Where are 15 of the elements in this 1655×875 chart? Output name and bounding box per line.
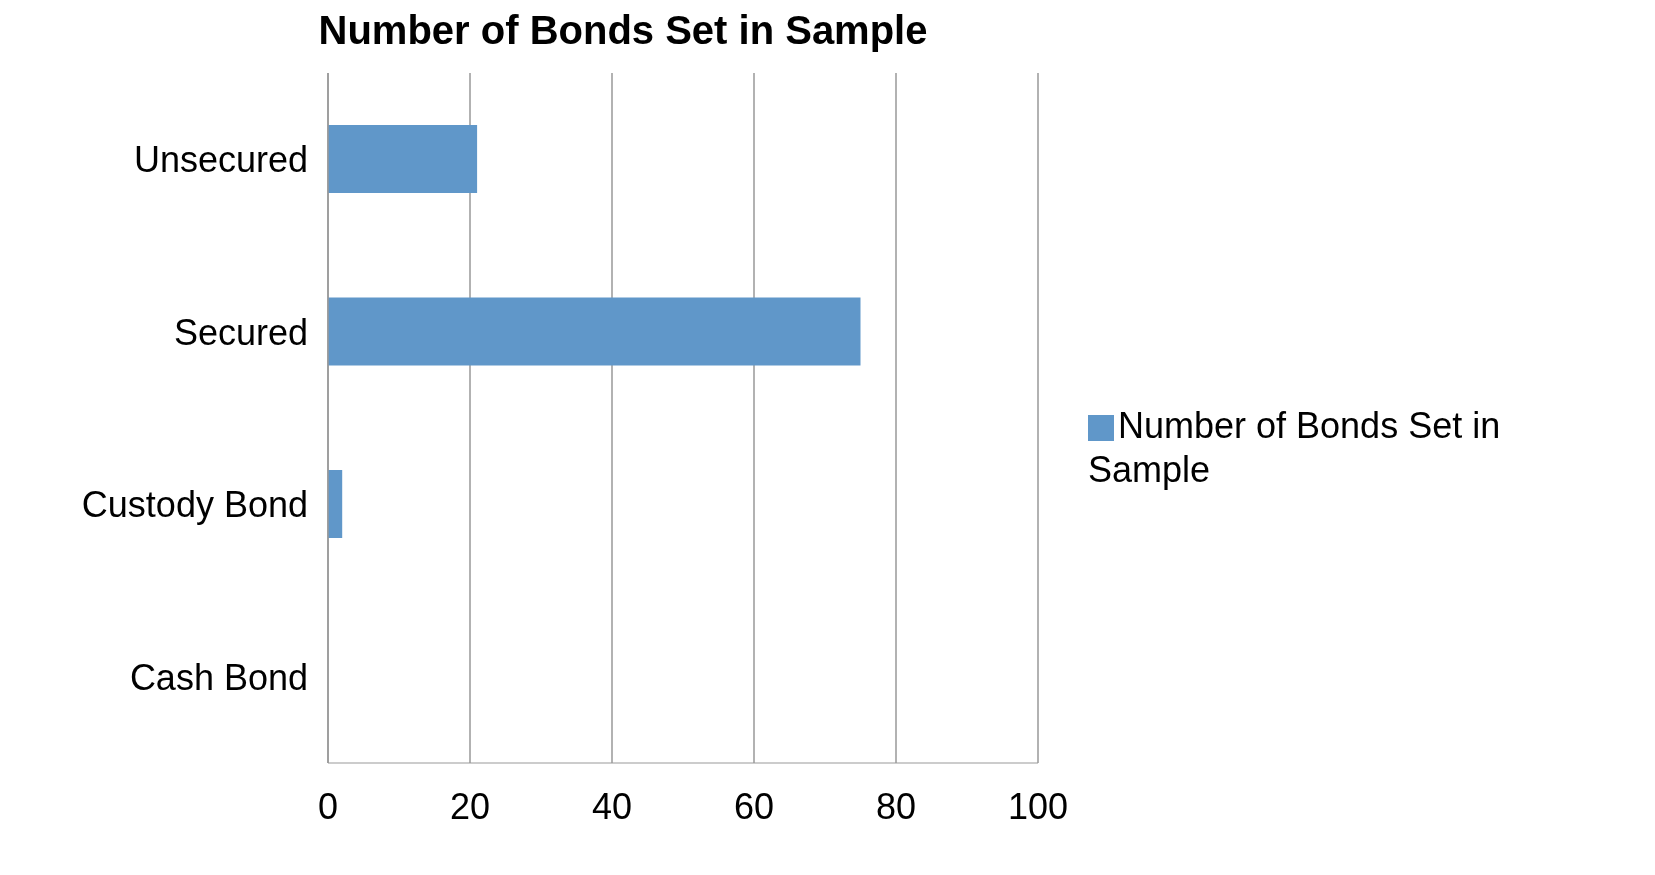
x-tick-label: 100 <box>1007 785 1069 827</box>
x-tick-label: 0 <box>317 785 339 827</box>
y-tick-label: Unsecured <box>133 139 308 181</box>
y-tick-label: Custody Bond <box>81 484 308 526</box>
x-tick-label: 80 <box>875 785 917 827</box>
bar <box>328 470 343 538</box>
legend-label: Number of Bonds Set in Sample <box>1088 405 1501 490</box>
chart-title: Number of Bonds Set in Sample <box>317 8 929 53</box>
bar <box>328 297 861 366</box>
x-tick-label: 20 <box>449 785 491 827</box>
x-tick-label: 40 <box>591 785 633 827</box>
x-tick-label: 60 <box>733 785 775 827</box>
y-tick-label: Secured <box>173 311 308 353</box>
y-tick-label: Cash Bond <box>129 656 308 698</box>
bar <box>328 125 478 193</box>
